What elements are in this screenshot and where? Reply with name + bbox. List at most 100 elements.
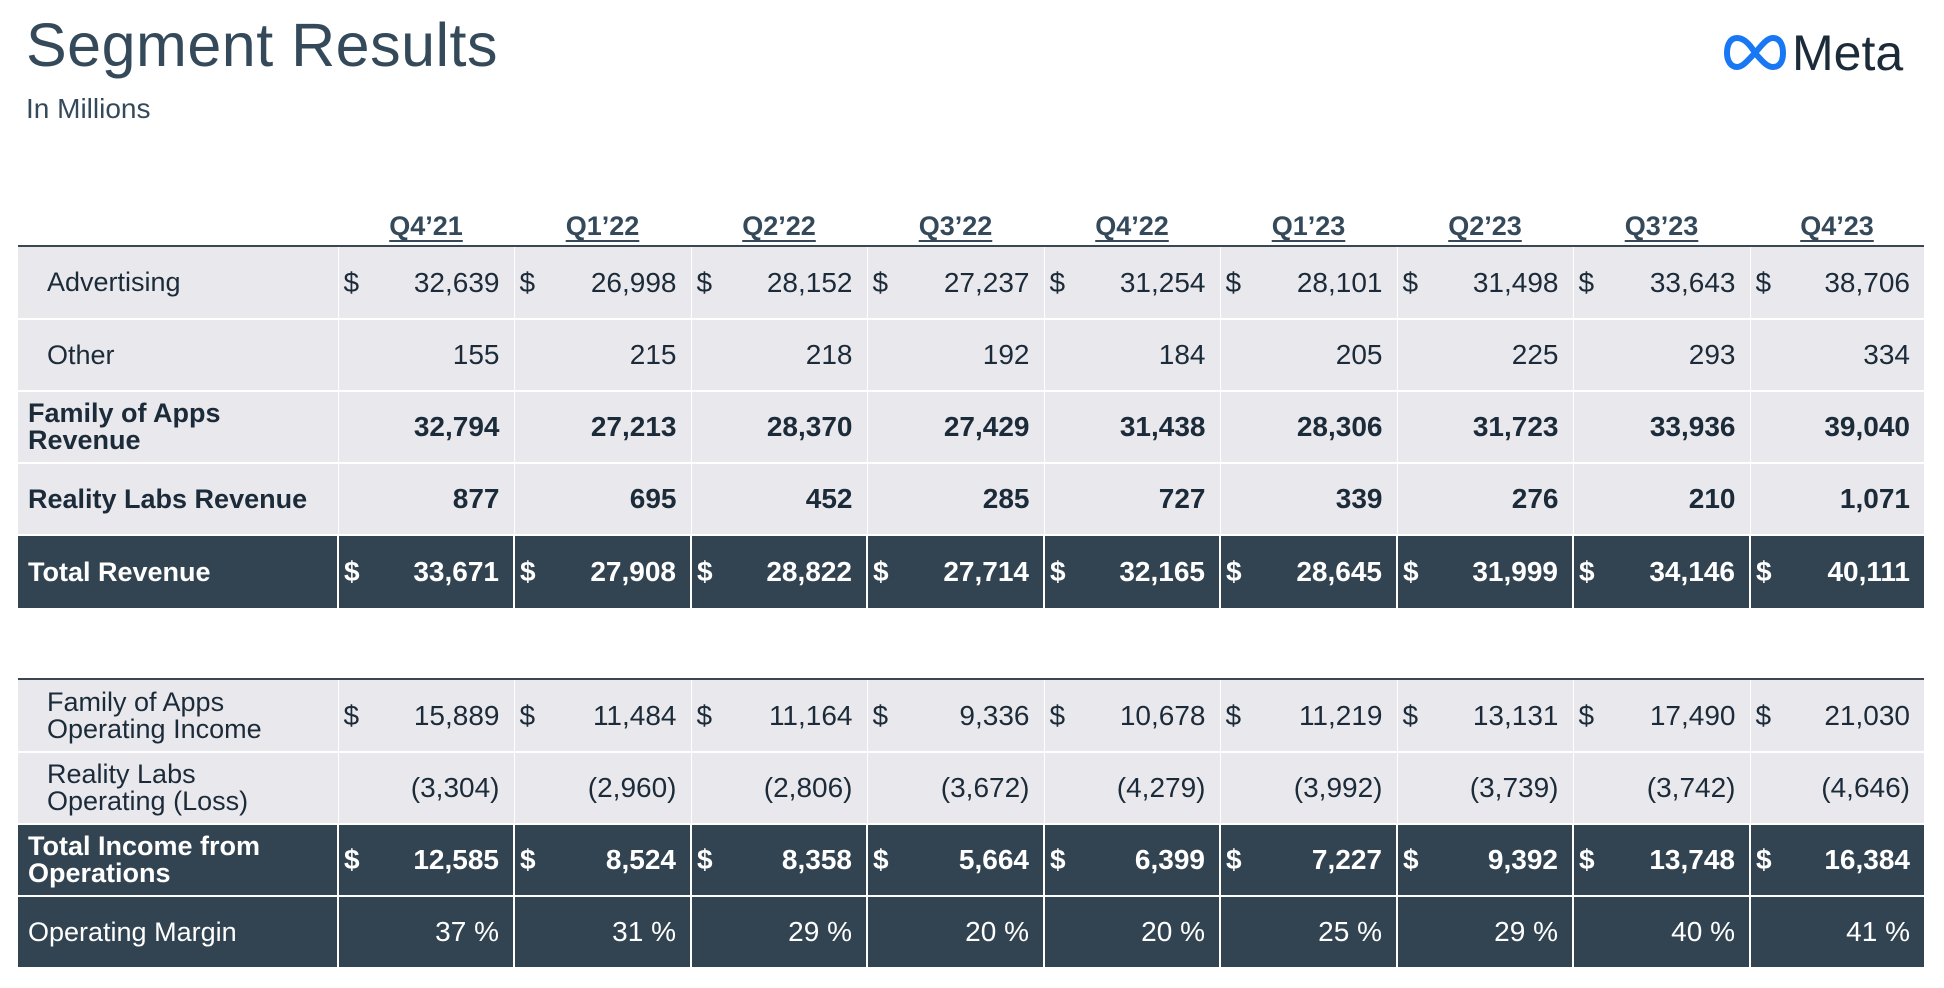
cell-value: 15,889: [413, 699, 500, 731]
quarter-header-cell: Q2’22: [742, 211, 816, 241]
cell-value: 31,723: [1472, 411, 1559, 442]
value-cell: $6,399: [1043, 824, 1220, 897]
cell-value: 28,370: [766, 411, 853, 442]
value-cell: 27,213: [513, 391, 691, 464]
currency-symbol: $: [1402, 699, 1419, 731]
currency-symbol: $: [697, 556, 713, 587]
value-cell: 25 %: [1219, 896, 1397, 969]
header-divider: [18, 245, 1924, 247]
currency-symbol: $: [696, 699, 713, 731]
cell-value: 17,490: [1649, 699, 1736, 731]
quarter-header-cell: Q1’22: [565, 211, 640, 241]
value-cell: $34,146: [1572, 535, 1750, 610]
cell-value: 41 %: [1846, 916, 1910, 947]
quarter-header-cell: Q3’23: [1624, 211, 1699, 241]
cell-value: 877: [452, 483, 500, 514]
table-row: Reality Labs Revenue 877 695 452 285 727 339 27…: [18, 463, 1924, 536]
cell-value: 11,484: [592, 699, 677, 731]
cell-value: 26,998: [590, 266, 677, 298]
cell-value: 27,714: [943, 556, 1029, 587]
currency-symbol: $: [697, 844, 713, 875]
cell-value: 32,639: [413, 266, 500, 298]
value-cell: 155: [337, 319, 514, 392]
cell-value: 31,254: [1119, 266, 1206, 298]
value-cell: 40 %: [1572, 896, 1750, 969]
cell-value: 20 %: [1141, 916, 1205, 947]
cell-value: (3,739): [1469, 772, 1559, 803]
cell-value: 11,164: [768, 699, 853, 731]
currency-symbol: $: [520, 844, 536, 875]
value-cell: 28,306: [1219, 391, 1397, 464]
cell-value: 28,101: [1296, 266, 1383, 298]
currency-symbol: $: [873, 556, 889, 587]
currency-symbol: $: [872, 699, 889, 731]
cell-value: (3,992): [1293, 772, 1383, 803]
cell-value: 6,399: [1134, 844, 1205, 875]
value-cell: 877: [337, 463, 514, 536]
value-cell: (4,646): [1749, 752, 1924, 825]
value-cell: 20 %: [866, 896, 1044, 969]
currency-symbol: $: [1578, 266, 1595, 298]
value-cell: 29 %: [690, 896, 867, 969]
value-cell: 339: [1219, 463, 1397, 536]
currency-symbol: $: [696, 266, 713, 298]
value-cell: 39,040: [1749, 391, 1924, 464]
value-cell: (3,992): [1219, 752, 1397, 825]
cell-value: 32,165: [1119, 556, 1205, 587]
value-cell: 210: [1572, 463, 1750, 536]
cell-value: 29 %: [788, 916, 852, 947]
page-subtitle: In Millions: [26, 93, 151, 124]
value-cell: 41 %: [1749, 896, 1924, 969]
currency-symbol: $: [1050, 844, 1066, 875]
value-cell: 31,723: [1396, 391, 1573, 464]
cell-value: 38,706: [1824, 266, 1910, 298]
quarter-header: Q4’21 Q1’22 Q2’22 Q3’22 Q4’22 Q1’23 Q2’2…: [18, 184, 1924, 260]
currency-symbol: $: [343, 266, 360, 298]
currency-symbol: $: [344, 844, 360, 875]
cell-value: 28,822: [766, 556, 852, 587]
currency-symbol: $: [520, 556, 536, 587]
value-cell: 293: [1572, 319, 1750, 392]
value-cell: $13,131: [1396, 680, 1573, 753]
quarter-header-cell: Q1’23: [1271, 211, 1346, 241]
cell-value: 31 %: [612, 916, 676, 947]
currency-symbol: $: [1756, 844, 1772, 875]
value-cell: 37 %: [337, 896, 514, 969]
cell-value: 33,936: [1649, 411, 1736, 442]
value-cell: $26,998: [513, 247, 691, 320]
quarter-header-cell: Q2’23: [1448, 211, 1522, 241]
value-cell: 215: [513, 319, 691, 392]
currency-symbol: $: [1755, 266, 1772, 298]
cell-value: 32,794: [413, 411, 500, 442]
table-row: Advertising $32,639 $26,998 $28,152 $27,237 $…: [18, 247, 1924, 320]
row-label: Total Income from Operations: [18, 824, 338, 897]
value-cell: $27,237: [866, 247, 1044, 320]
value-cell: 285: [866, 463, 1044, 536]
value-cell: $40,111: [1749, 535, 1924, 610]
value-cell: $31,498: [1396, 247, 1573, 320]
cell-value: 293: [1688, 339, 1736, 370]
cell-value: (4,646): [1821, 772, 1910, 803]
value-cell: $8,524: [513, 824, 691, 897]
cell-value: 205: [1335, 339, 1383, 370]
value-cell: $21,030: [1749, 680, 1924, 753]
currency-symbol: $: [872, 266, 889, 298]
cell-value: 184: [1158, 339, 1206, 370]
cell-value: 192: [982, 339, 1030, 370]
value-cell: 28,370: [690, 391, 867, 464]
value-cell: $28,152: [690, 247, 867, 320]
value-cell: (4,279): [1043, 752, 1220, 825]
cell-value: 1,071: [1839, 483, 1910, 514]
cell-value: 11,219: [1298, 699, 1383, 731]
cell-value: (3,742): [1646, 772, 1736, 803]
currency-symbol: $: [1755, 699, 1772, 731]
cell-value: 31,498: [1472, 266, 1559, 298]
cell-value: 16,384: [1824, 844, 1910, 875]
value-cell: $33,643: [1572, 247, 1750, 320]
value-cell: 452: [690, 463, 867, 536]
cell-value: 29 %: [1494, 916, 1558, 947]
quarter-header-cell: Q4’21: [389, 211, 463, 241]
currency-symbol: $: [1403, 556, 1419, 587]
meta-infinity-icon: [1724, 35, 1786, 70]
row-label: Advertising: [18, 247, 338, 320]
